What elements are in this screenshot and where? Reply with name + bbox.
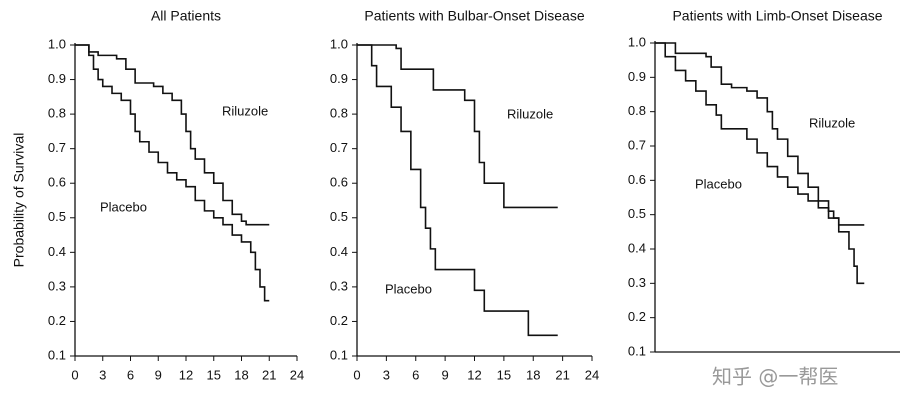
y-tick-label: 0.6 bbox=[330, 175, 348, 190]
y-tick-label: 0.7 bbox=[628, 137, 646, 152]
survival-curve bbox=[75, 44, 270, 302]
y-tick-label: 0.5 bbox=[330, 209, 348, 224]
y-tick-label: 0.2 bbox=[628, 309, 646, 324]
y-tick-label: 0.8 bbox=[330, 106, 348, 121]
y-tick-label: 0.8 bbox=[628, 103, 646, 118]
curve-label: Placebo bbox=[385, 281, 432, 296]
chart-title: All Patients bbox=[151, 8, 221, 24]
curve-label: Placebo bbox=[100, 199, 147, 214]
curve-label: Placebo bbox=[695, 176, 742, 191]
y-tick-label: 0.5 bbox=[628, 206, 646, 221]
curve-label: Riluzole bbox=[222, 103, 268, 118]
x-tick-label: 9 bbox=[442, 367, 449, 382]
curve-label: Riluzole bbox=[507, 106, 553, 121]
curve-label: Riluzole bbox=[809, 115, 855, 130]
x-tick-label: 15 bbox=[207, 367, 221, 382]
y-tick-label: 0.6 bbox=[628, 172, 646, 187]
y-tick-label: 0.3 bbox=[48, 278, 66, 293]
x-tick-label: 15 bbox=[497, 367, 511, 382]
survival-curve bbox=[655, 42, 865, 226]
y-tick-label: 0.1 bbox=[628, 343, 646, 358]
chart-title: Patients with Limb-Onset Disease bbox=[672, 8, 882, 24]
y-tick-label: 0.4 bbox=[628, 240, 646, 255]
y-tick-label: 0.8 bbox=[48, 106, 66, 121]
x-tick-label: 12 bbox=[179, 367, 193, 382]
y-tick-label: 0.7 bbox=[330, 140, 348, 155]
survival-curve bbox=[75, 44, 270, 226]
y-tick-label: 0.1 bbox=[330, 347, 348, 362]
y-tick-label: 0.3 bbox=[628, 275, 646, 290]
x-tick-label: 18 bbox=[526, 367, 540, 382]
y-tick-label: 0.9 bbox=[48, 71, 66, 86]
x-tick-label: 6 bbox=[127, 367, 134, 382]
y-tick-label: 0.2 bbox=[48, 313, 66, 328]
watermark: 知乎 @一帮医 bbox=[712, 365, 838, 389]
chart-title: Patients with Bulbar-Onset Disease bbox=[364, 8, 584, 24]
x-tick-label: 18 bbox=[234, 367, 248, 382]
survival-curve bbox=[357, 44, 558, 337]
y-tick-label: 1.0 bbox=[330, 36, 348, 51]
x-tick-label: 12 bbox=[467, 367, 481, 382]
x-tick-label: 3 bbox=[383, 367, 390, 382]
y-tick-label: 1.0 bbox=[628, 34, 646, 49]
survival-curve bbox=[357, 44, 558, 209]
y-tick-label: 1.0 bbox=[48, 36, 66, 51]
y-tick-label: 0.2 bbox=[330, 313, 348, 328]
y-tick-label: 0.4 bbox=[48, 244, 66, 259]
y-tick-label: 0.1 bbox=[48, 347, 66, 362]
x-tick-label: 21 bbox=[555, 367, 569, 382]
y-tick-label: 0.9 bbox=[330, 71, 348, 86]
x-tick-label: 0 bbox=[71, 367, 78, 382]
y-tick-label: 0.6 bbox=[48, 175, 66, 190]
y-tick-label: 0.9 bbox=[628, 69, 646, 84]
x-tick-label: 24 bbox=[290, 367, 304, 382]
y-tick-label: 0.5 bbox=[48, 209, 66, 224]
x-tick-label: 24 bbox=[585, 367, 599, 382]
x-tick-label: 21 bbox=[262, 367, 276, 382]
x-tick-label: 6 bbox=[412, 367, 419, 382]
survival-curve bbox=[655, 42, 865, 285]
y-tick-label: 0.7 bbox=[48, 140, 66, 155]
x-tick-label: 9 bbox=[155, 367, 162, 382]
x-tick-label: 3 bbox=[99, 367, 106, 382]
x-tick-label: 0 bbox=[353, 367, 360, 382]
y-axis-title: Probability of Survival bbox=[11, 133, 27, 268]
y-tick-label: 0.3 bbox=[330, 278, 348, 293]
y-tick-label: 0.4 bbox=[330, 244, 348, 259]
